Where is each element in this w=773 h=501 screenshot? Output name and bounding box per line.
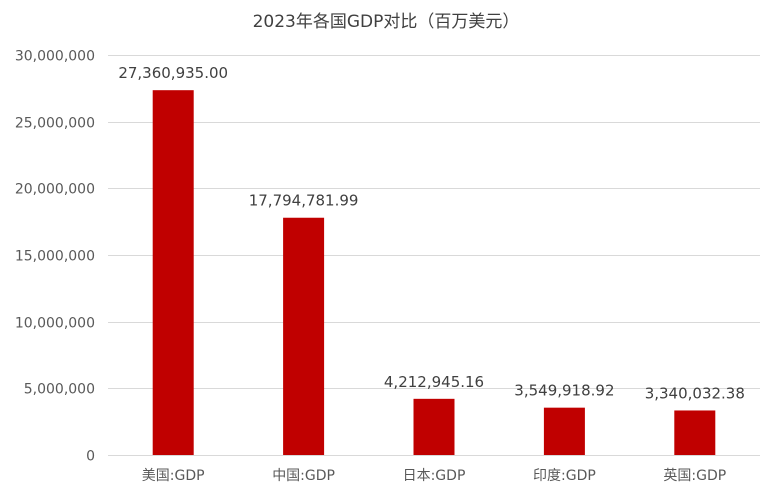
bar <box>674 410 716 455</box>
x-tick-label: 印度:GDP <box>533 468 596 484</box>
bar <box>413 398 455 455</box>
data-label: 3,340,032.38 <box>645 384 745 402</box>
y-tick-label: 10,000,000 <box>15 316 95 332</box>
y-tick-label: 30,000,000 <box>15 49 95 65</box>
data-labels: 27,360,935.00 17,794,781.99 4,212,945.16 3,… <box>118 64 745 402</box>
y-tick-label: 20,000,000 <box>15 182 95 198</box>
x-tick-label: 美国:GDP <box>142 468 205 484</box>
y-tick-label: 0 <box>86 449 95 465</box>
y-axis-tick-labels: 0 5,000,000 10,000,000 15,000,000 20,000,000… <box>15 49 95 465</box>
grid-lines <box>108 55 760 456</box>
y-tick-label: 5,000,000 <box>24 382 95 398</box>
bar <box>283 217 325 455</box>
data-label: 27,360,935.00 <box>118 64 228 82</box>
y-tick-label: 15,000,000 <box>15 249 95 265</box>
bars <box>152 90 716 455</box>
data-label: 4,212,945.16 <box>384 373 484 391</box>
bar <box>543 407 585 455</box>
bar <box>152 90 194 455</box>
data-label: 17,794,781.99 <box>249 192 359 210</box>
chart-title: 2023年各国GDP对比（百万美元） <box>253 12 520 32</box>
x-axis-tick-labels: 美国:GDP 中国:GDP 日本:GDP 印度:GDP 英国:GDP <box>142 467 726 484</box>
data-label: 3,549,918.92 <box>514 382 614 400</box>
x-tick-label: 英国:GDP <box>663 467 726 484</box>
y-tick-label: 25,000,000 <box>15 116 95 132</box>
x-tick-label: 日本:GDP <box>403 468 466 484</box>
x-tick-label: 中国:GDP <box>272 468 335 484</box>
